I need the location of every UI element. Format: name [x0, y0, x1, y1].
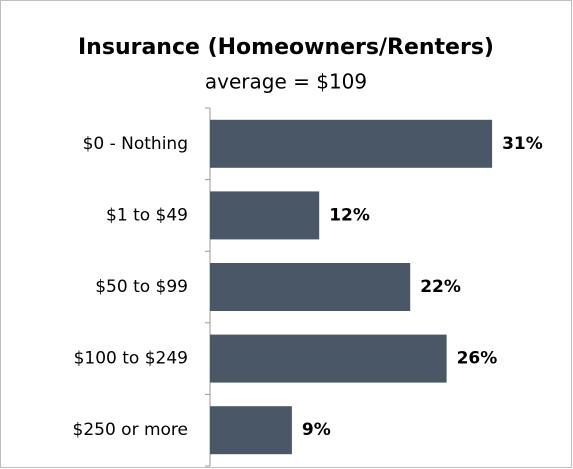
category-label: $250 or more — [73, 420, 189, 440]
value-label: 12% — [329, 205, 370, 225]
category-label: $1 to $49 — [106, 205, 188, 225]
category-label: $50 to $99 — [95, 277, 188, 297]
value-label: 9% — [302, 420, 331, 440]
chart-subtitle: average = $109 — [205, 70, 367, 94]
value-label: 26% — [457, 349, 498, 369]
value-label: 22% — [420, 277, 461, 297]
bar — [210, 191, 320, 240]
chart-title: Insurance (Homeowners/Renters) — [78, 35, 494, 60]
bar — [210, 119, 493, 168]
value-label: 31% — [502, 134, 543, 154]
bar — [210, 406, 292, 455]
category-label: $100 to $249 — [74, 349, 188, 369]
category-label: $0 - Nothing — [83, 134, 188, 154]
bar — [210, 334, 447, 383]
bar — [210, 263, 411, 311]
